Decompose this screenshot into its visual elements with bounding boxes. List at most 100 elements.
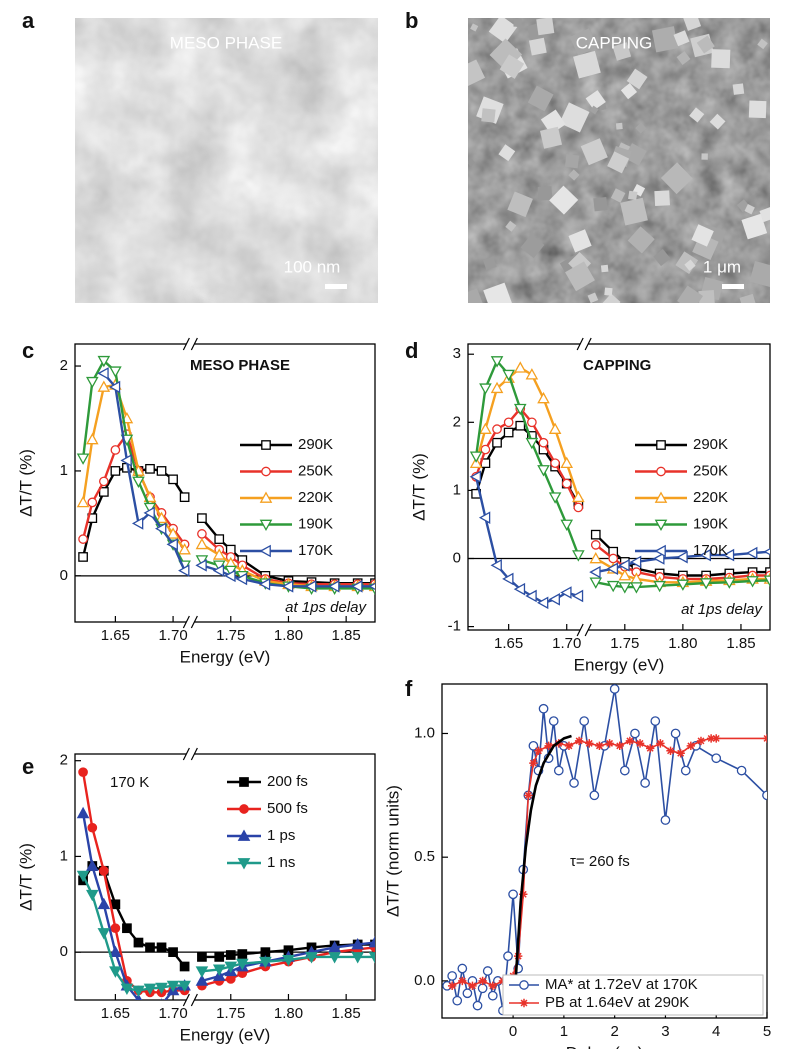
marker [281,580,294,593]
crystal [536,18,555,36]
x-tick-label: 2 [610,1023,618,1040]
axis-break [576,623,584,637]
marker [629,555,642,569]
x-tick-label: 1.85 [332,627,361,644]
crystal [580,138,608,166]
marker [178,980,191,993]
marker [670,728,681,739]
crystal [744,204,755,215]
marker [653,580,666,593]
marker [351,580,363,593]
series-line [82,875,375,992]
marker [120,454,132,467]
marker [462,988,473,999]
marker [490,559,502,572]
marker [178,564,190,577]
marker [618,582,632,594]
legend-label: 220K [693,489,728,506]
crystal [481,108,496,123]
marker [569,778,579,788]
marker [492,437,502,448]
crystal [483,282,513,303]
marker [646,744,655,753]
marker [239,777,249,787]
y-tick-label: 1 [60,847,68,864]
series-line [474,476,770,604]
marker [656,440,666,450]
marker [179,961,190,972]
marker [676,550,688,564]
marker [538,703,549,714]
crystal [683,18,702,31]
y-tick-label: 0.0 [414,972,435,989]
marker [508,889,518,900]
annotation: τ= 260 fs [570,853,630,870]
crystal [499,54,525,79]
marker [237,949,248,959]
crystal [600,264,609,273]
marker [109,945,122,957]
series-line [474,407,770,581]
legend-label: MA* at 1.72eV at 170K [545,976,698,993]
crystal [573,50,601,79]
marker [237,829,251,841]
marker [529,758,538,768]
marker [676,749,685,758]
crystals [468,18,770,303]
axis-break [190,615,198,629]
marker [519,980,529,990]
marker [660,815,671,825]
marker [534,746,543,755]
marker [536,596,549,610]
marker [143,983,157,996]
marker [78,767,88,778]
crystal [513,18,522,27]
marker [625,736,635,746]
marker [609,684,620,694]
marker [87,497,98,508]
marker [237,858,251,870]
marker [608,553,619,564]
marker [654,491,668,503]
panel-label: e [22,754,34,779]
marker [166,538,178,551]
marker [564,741,574,751]
axis-break [190,993,198,1007]
marker [615,741,624,751]
marker [469,470,481,484]
marker [762,790,767,801]
marker [259,519,273,532]
crystal [759,206,770,223]
axis-break-gap [580,628,589,632]
marker [214,952,225,962]
crystal [741,213,768,240]
plot-area [76,355,375,595]
crystal [539,126,563,149]
marker [120,983,134,996]
marker [513,403,527,416]
marker [574,736,584,746]
x-tick-label: 1.65 [494,635,523,652]
legend-label: 170K [298,542,333,559]
x-tick-label: 1.85 [726,635,755,652]
crystal [607,151,630,174]
marker [86,859,99,871]
crystal [604,287,613,296]
marker [656,739,665,748]
crystal [593,197,608,212]
crystal [701,153,708,160]
marker [239,804,249,814]
crystal [620,83,638,100]
marker [513,361,527,373]
marker [134,993,143,1000]
x-tick-label: 3 [661,1023,669,1040]
marker [525,437,539,450]
marker [527,417,537,428]
legend-label: 200 fs [267,773,308,790]
marker [630,728,640,739]
marker [653,552,665,565]
series-line [446,688,767,1012]
marker [259,544,271,558]
plot-frame [467,343,771,631]
x-tick-label: 1 [560,1023,568,1040]
